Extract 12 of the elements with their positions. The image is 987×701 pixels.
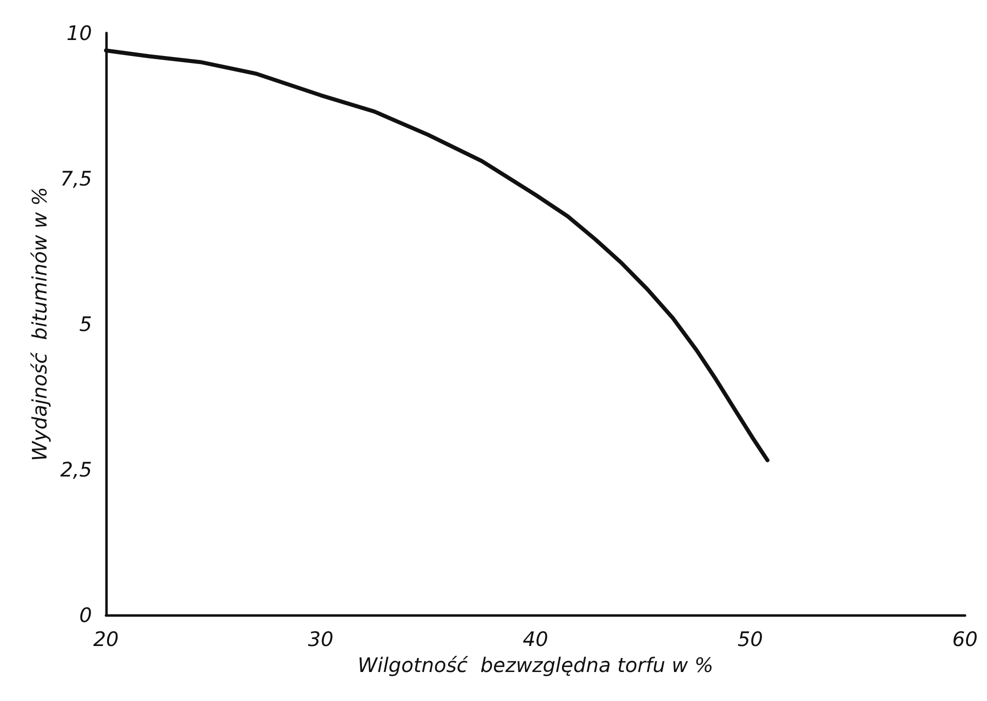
y-tick-label: 7,5	[60, 166, 92, 190]
y-tick-label: 10	[66, 21, 92, 45]
y-tick-label: 5	[79, 312, 92, 336]
x-tick-label: 20	[93, 627, 119, 651]
x-tick-label: 30	[308, 627, 334, 651]
x-axis-title: Wilgotność bezwzględna torfu w %	[358, 653, 714, 677]
y-axis-title: Wydajność bituminów w %	[27, 186, 52, 462]
y-tick-label: 0	[79, 603, 92, 627]
x-tick-label: 40	[522, 627, 548, 651]
y-tick-label: 2,5	[60, 458, 92, 482]
x-tick-label: 50	[738, 627, 763, 651]
x-tick-label: 60	[952, 627, 978, 651]
